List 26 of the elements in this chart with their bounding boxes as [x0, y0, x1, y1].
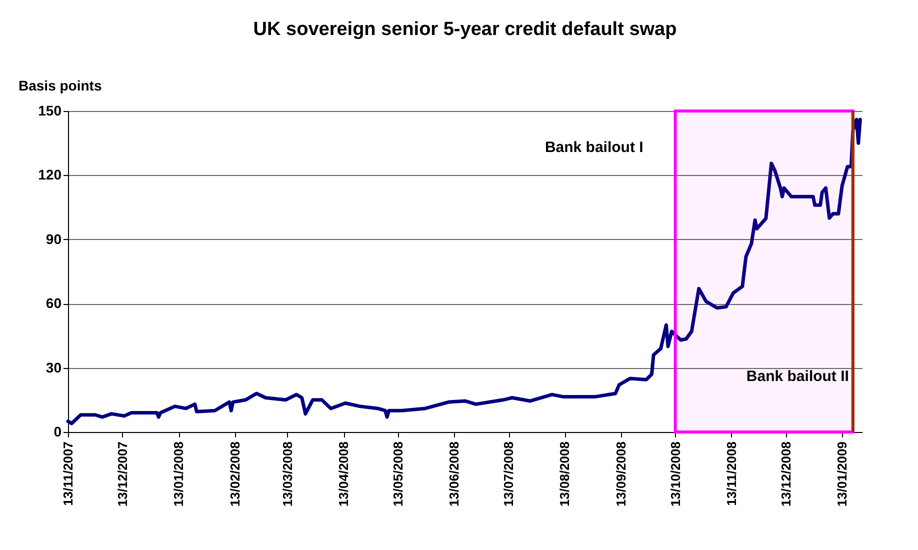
x-tick-label: 13/03/2008 [280, 442, 295, 507]
x-tick-label: 13/11/2008 [724, 442, 739, 506]
x-tick-label: 13/05/2008 [390, 442, 406, 507]
chart-title: UK sovereign senior 5-year credit default swap [253, 19, 677, 40]
line-series [66, 118, 862, 426]
x-tick-label: 13/09/2008 [613, 442, 628, 507]
x-tick-label: 13/04/2008 [336, 442, 352, 507]
x-tick-label: 13/07/2008 [501, 442, 516, 507]
x-tick-label: 13/11/2007 [60, 442, 76, 506]
y-tick-label: 30 [46, 359, 62, 376]
x-tick-label: 13/08/2008 [557, 442, 572, 507]
ref-line-label: Bank bailout II [746, 368, 849, 385]
x-tick-label: 13/02/2008 [227, 442, 242, 507]
x-tick-label: 13/01/2008 [171, 442, 186, 507]
x-tick-label: 13/12/2008 [778, 442, 794, 507]
y-tick-label: 150 [38, 102, 62, 118]
band-label: Bank bailout I [544, 139, 644, 156]
x-tick-label: 13/01/2009 [834, 442, 850, 507]
y-tick-label: 0 [54, 424, 62, 440]
y-tick-label: 60 [46, 295, 62, 312]
x-tick-label: 13/12/2007 [114, 442, 130, 507]
y-tick-label: 90 [46, 230, 62, 247]
x-tick-label: 13/06/2008 [446, 442, 462, 507]
y-tick-label: 120 [38, 166, 62, 183]
y-axis-title: Basis points [18, 78, 102, 94]
x-tick-label: 13/10/2008 [668, 442, 683, 507]
